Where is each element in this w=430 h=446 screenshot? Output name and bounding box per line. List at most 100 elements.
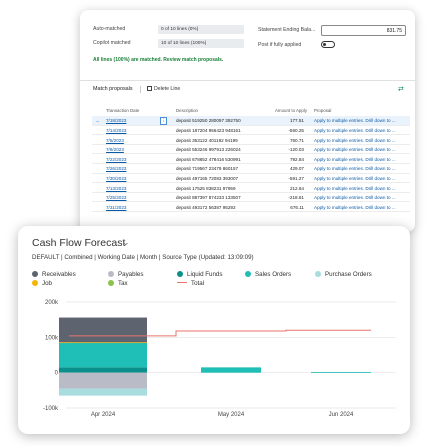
legend-label: Sales Orders [255,271,292,278]
x-tick-label: Apr 2024 [91,412,116,418]
amount-cell: 429.07 [289,166,304,172]
proposal-link[interactable]: Apply to multiple entries. Drill down to… [314,156,396,162]
row-actions-button[interactable]: ⋮ [160,116,167,125]
share-icon[interactable]: ⇄ [398,86,404,93]
legend-purchase-orders[interactable]: Purchase Orders [315,271,372,278]
transaction-date-link[interactable]: 7/31/2023 [106,204,127,210]
transaction-date-link[interactable]: 7/18/2023 [106,118,127,124]
description-cell: deposit 678652 478416 530991 [176,156,241,162]
table-row[interactable]: 7/31/2023 deposit 493172 56387 95292 676.1… [92,202,410,212]
legend-label: Purchase Orders [325,271,372,278]
table-row[interactable]: → ⋮ 7/18/2023 deposit 519250 280097 392750 1… [92,116,410,126]
legend-payables[interactable]: Payables [108,271,143,278]
description-cell: deposit 519250 280097 392750 [176,118,241,124]
transaction-date-link[interactable]: 7/26/2023 [106,166,127,172]
legend-label: Job [42,280,52,287]
legend-label: Payables [118,271,144,278]
legend-sales-orders[interactable]: Sales Orders [245,271,291,278]
transaction-date-link[interactable]: 7/13/2023 [106,185,127,191]
legend-total[interactable]: Total [177,280,204,287]
y-tick-label: 100k [45,335,59,341]
col-proposal[interactable]: Proposal [314,108,332,113]
divider [80,80,415,81]
cash-flow-subtitle: DEFAULT | Combined | Working Date | Mont… [32,254,254,261]
description-cell: deposit 17525 838231 97959 [176,185,236,191]
match-table: → ⋮ 7/18/2023 deposit 519250 280097 392750 1… [92,116,410,212]
bar-segment [59,342,147,344]
amount-cell: 676.11 [290,204,304,210]
legend-swatch [108,280,114,286]
bank-reconciliation-card: Auto-matched 0 of 10 lines (0%) Copilot … [80,10,415,232]
transaction-date-link[interactable]: 7/22/2023 [106,156,127,162]
proposal-link[interactable]: Apply to multiple entries. Drill down to… [314,195,396,201]
transaction-date-link[interactable]: 7/25/2023 [106,195,127,201]
match-status-message: All lines (100%) are matched. Review mat… [93,57,224,63]
bar-segment [59,388,147,396]
proposal-link[interactable]: Apply to multiple entries. Drill down to… [314,175,396,181]
description-cell: deposit 187204 956423 948161 [176,127,241,133]
legend-liquid-funds[interactable]: Liquid Funds [177,271,222,278]
proposal-link[interactable]: Apply to multiple entries. Drill down to… [314,204,396,210]
legend-receivables[interactable]: Receivables [32,271,76,278]
proposal-link[interactable]: Apply to multiple entries. Drill down to… [314,127,396,133]
proposal-link[interactable]: Apply to multiple entries. Drill down to… [314,166,396,172]
table-row[interactable]: 7/13/2023 deposit 17525 838231 97959 212.6… [92,183,410,193]
copilot-matched-label: Copilot matched [93,40,131,46]
bar-segment [59,317,147,343]
legend-label: Total [191,280,205,287]
transaction-date-link[interactable]: 7/8/2023 [106,147,124,153]
post-if-applied-toggle[interactable] [321,41,335,48]
bar-segment [59,372,147,389]
proposal-link[interactable]: Apply to multiple entries. Drill down to… [314,137,396,143]
table-row[interactable]: 7/25/2023 deposit 887397 874233 133507 -21… [92,193,410,203]
auto-matched-label: Auto-matched [93,26,126,32]
description-cell: deposit 553246 997913 226024 [176,147,241,153]
table-row[interactable]: 7/26/2023 deposit 719567 23479 860157 429.… [92,164,410,174]
delete-line-button[interactable]: Delete Line [147,86,180,92]
description-cell: deposit 497165 72083 393007 [176,175,239,181]
legend-swatch [108,271,114,277]
amount-cell: 760.71 [289,137,304,143]
x-tick-label: May 2024 [218,412,245,418]
current-row-arrow-icon: → [95,118,100,124]
bar-segment [201,367,261,373]
cash-flow-forecast-card: Cash Flow Forecast ⌄ DEFAULT | Combined … [18,226,410,434]
auto-matched-value: 0 of 10 lines (0%) [158,25,244,34]
proposal-link[interactable]: Apply to multiple entries. Drill down to… [314,118,396,124]
legend-tax[interactable]: Tax [108,280,128,287]
delete-line-label: Delete Line [154,86,181,92]
cash-flow-title[interactable]: Cash Flow Forecast [32,237,126,249]
table-row[interactable]: 7/8/2023 deposit 553246 997913 226024 -120… [92,145,410,155]
transaction-date-link[interactable]: 7/14/2023 [106,127,127,133]
x-tick-label: Jun 2024 [329,412,354,418]
proposal-link[interactable]: Apply to multiple entries. Drill down to… [314,185,396,191]
transaction-date-link[interactable]: 7/5/2023 [106,137,124,143]
col-amount-to-apply[interactable]: Amount to Apply [275,108,307,113]
proposal-link[interactable]: Apply to multiple entries. Drill down to… [314,147,396,153]
col-description[interactable]: Description [176,108,198,113]
amount-cell: -591.27 [288,175,304,181]
statement-ending-balance-field[interactable]: 831.75 [321,25,406,36]
legend-swatch [32,271,38,277]
legend-job[interactable]: Job [32,280,52,287]
match-proposals-title[interactable]: Match proposals [93,86,133,92]
table-row[interactable]: 7/5/2023 deposit 353122 401192 94199 760.7… [92,135,410,145]
bar-segment [59,367,147,373]
table-row[interactable]: 7/22/2023 deposit 678652 478416 530991 792… [92,154,410,164]
description-cell: deposit 719567 23479 860157 [176,166,239,172]
chevron-down-icon[interactable]: ⌄ [122,237,130,247]
legend-label: Liquid Funds [187,271,223,278]
table-row[interactable]: 7/30/2023 deposit 497165 72083 393007 -591… [92,174,410,184]
post-if-applied-label: Post if fully applied [258,42,302,48]
amount-cell: -120.03 [288,147,304,153]
copilot-matched-value: 10 of 10 lines (100%) [158,39,244,48]
col-transaction-date[interactable]: Transaction Date [106,108,140,113]
legend-swatch [315,271,321,277]
delete-icon [147,86,152,92]
table-row[interactable]: 7/14/2023 deposit 187204 956423 948161 -56… [92,126,410,136]
transaction-date-link[interactable]: 7/30/2023 [106,175,127,181]
description-cell: deposit 493172 56387 95292 [176,204,236,210]
description-cell: deposit 353122 401192 94199 [176,137,238,143]
amount-cell: 177.51 [289,118,304,124]
